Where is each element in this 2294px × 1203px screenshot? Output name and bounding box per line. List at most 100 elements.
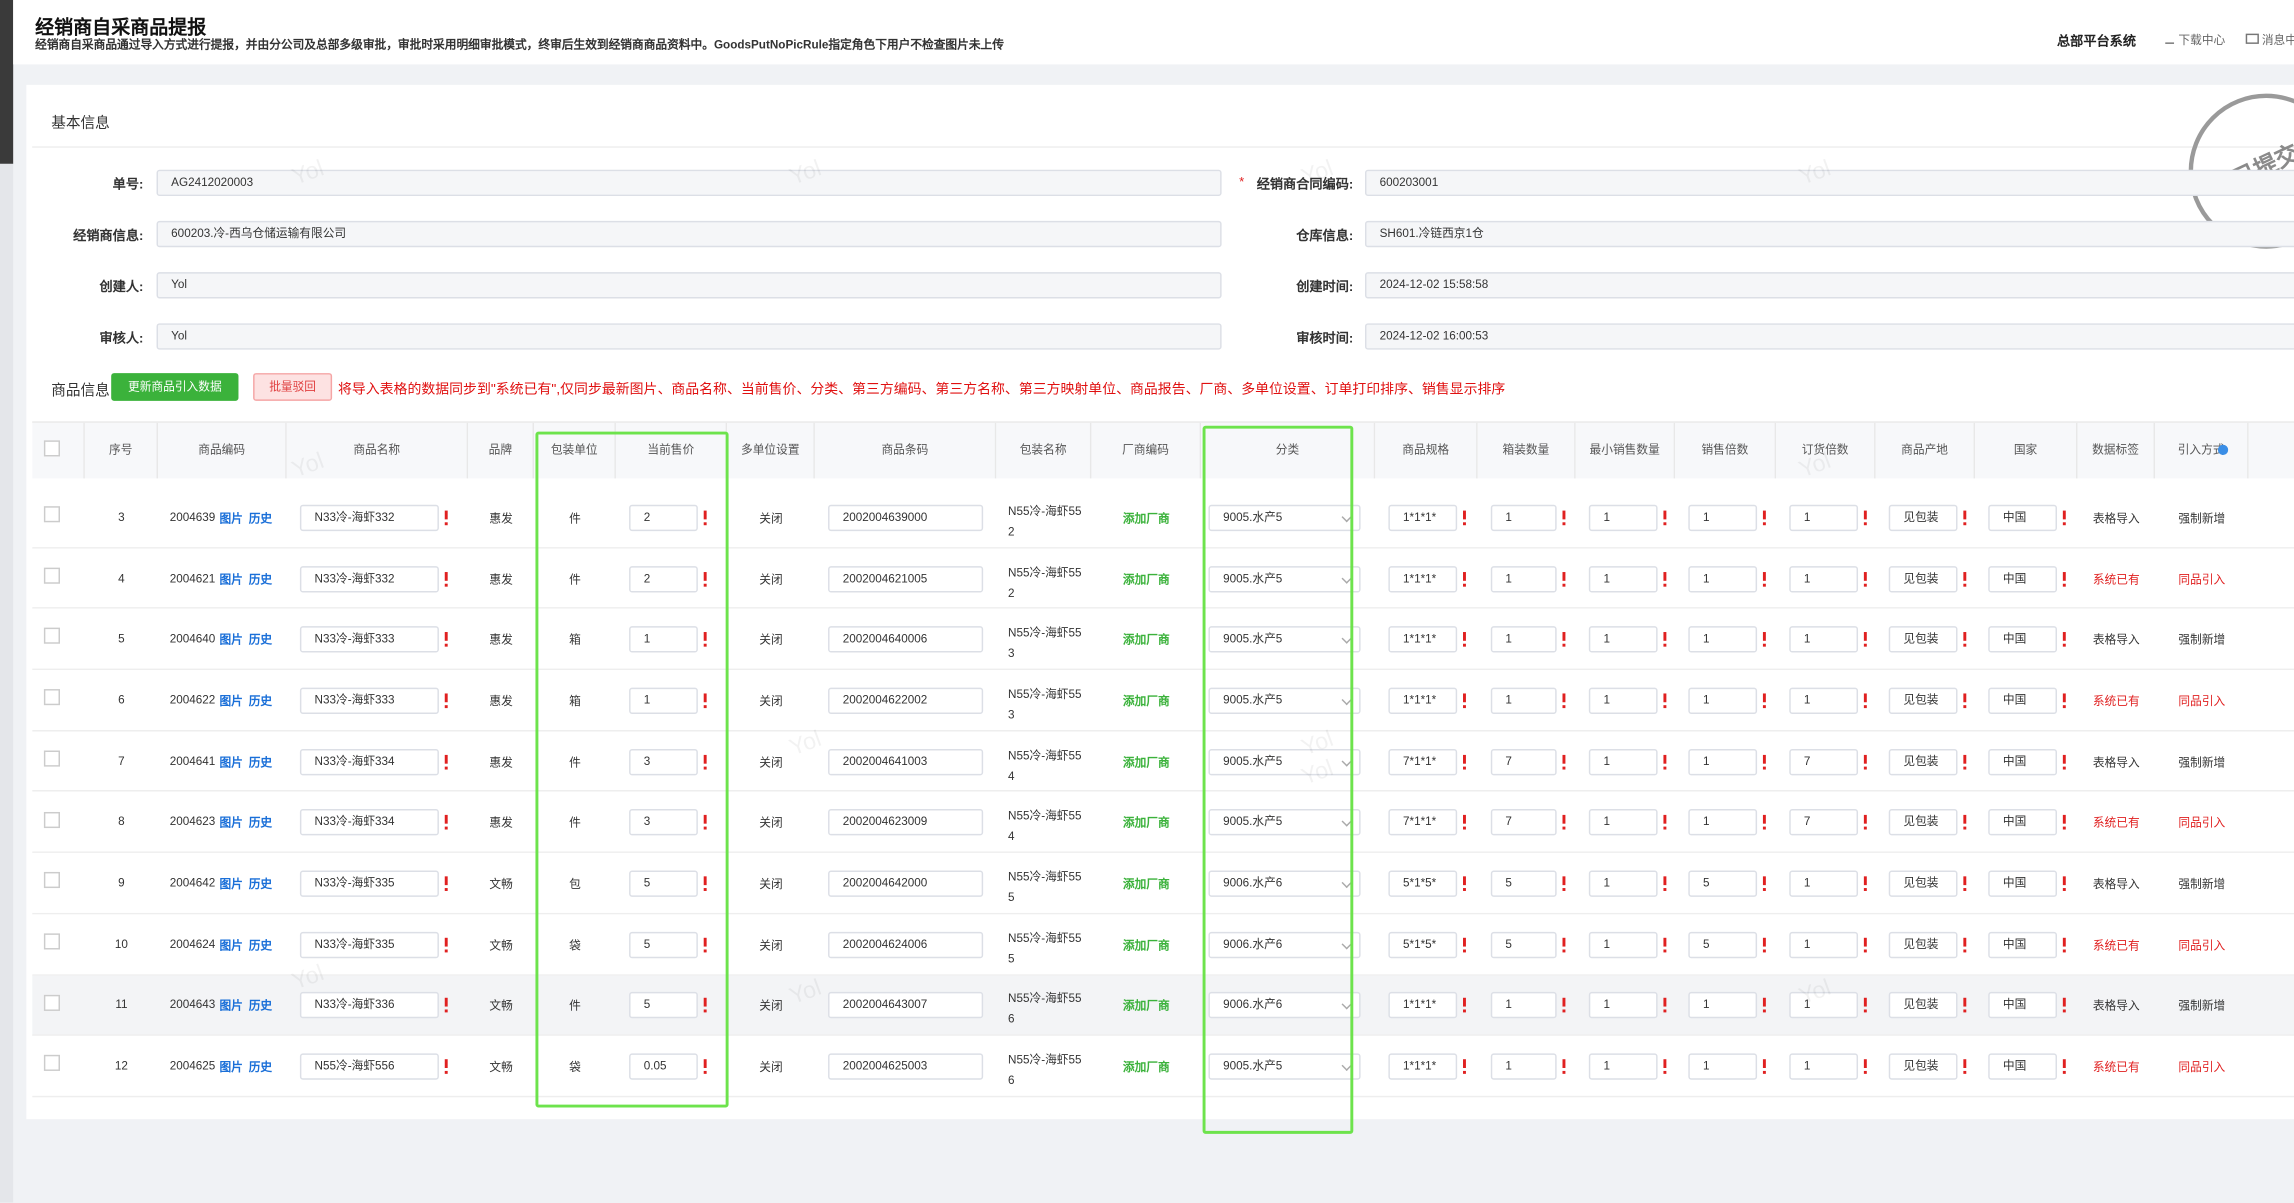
cell-input[interactable]: 1 [1588,1053,1658,1080]
cell-input[interactable]: N33冷-海虾334 [299,748,439,775]
cell-input[interactable]: 1 [1789,565,1859,592]
cell-input[interactable]: 1 [1490,687,1557,714]
cell-input[interactable]: 见包装 [1888,809,1958,836]
download-center[interactable]: 下载中心 [2178,33,2226,47]
cell-input[interactable]: 1*1*1* [1388,565,1458,592]
cell-input[interactable]: 2002004642000 [828,870,984,897]
cell-input[interactable]: 1 [1688,687,1758,714]
cell-input[interactable]: 5*1*5* [1388,870,1458,897]
cell-input[interactable]: 1 [1789,626,1859,653]
image-link[interactable]: 图片 [219,511,243,525]
cell-input[interactable]: 1*1*1* [1388,687,1458,714]
cell-input[interactable]: 1 [1789,687,1859,714]
history-link[interactable]: 历史 [248,816,273,831]
cell-input[interactable]: 见包装 [1888,687,1958,714]
cell-input[interactable]: 中国 [1988,992,2057,1019]
cell-input[interactable]: 2002004640006 [828,626,984,653]
checkbox[interactable] [43,506,60,523]
checkbox[interactable] [43,872,60,889]
cell-input[interactable]: 2 [629,504,698,531]
cell-input[interactable]: 5 [629,992,698,1019]
cell-input[interactable]: 见包装 [1888,992,1958,1019]
cell-input[interactable]: 1 [1789,992,1859,1019]
cell-input[interactable]: 3 [629,809,698,836]
cell-input[interactable]: 见包装 [1888,626,1958,653]
cell-input[interactable]: 1 [1588,809,1658,836]
cell-input[interactable]: 1 [1789,504,1859,531]
cell-input[interactable]: 2002004621005 [828,565,984,592]
messages[interactable]: 消息中 [2261,33,2294,47]
image-link[interactable]: 图片 [219,938,243,953]
cell-input[interactable]: 中国 [1988,626,2057,653]
cell-input[interactable]: N55冷-海虾556 [299,1053,439,1080]
cell-input[interactable]: 1*1*1* [1388,992,1458,1019]
cell-input[interactable]: 1 [1588,870,1658,897]
cell-input[interactable]: 1 [1789,870,1859,897]
cell-input[interactable]: 1 [1688,748,1758,775]
add-vendor-link[interactable]: 添加厂商 [1122,511,1170,525]
cell-input[interactable]: 7 [1490,809,1557,836]
cell-input[interactable]: 1 [1789,931,1859,958]
cell-input[interactable]: 2002004639000 [828,504,984,531]
cell-input[interactable]: 1 [1490,565,1557,592]
image-link[interactable]: 图片 [219,816,243,831]
image-link[interactable]: 图片 [219,877,243,892]
cell-input[interactable]: 7 [1490,748,1557,775]
history-link[interactable]: 历史 [248,511,273,525]
cell-select[interactable]: 9005.水产5 [1208,1053,1361,1080]
cell-input[interactable]: 1 [1588,992,1658,1019]
cell-input[interactable]: 见包装 [1888,504,1958,531]
add-vendor-link[interactable]: 添加厂商 [1122,938,1170,953]
cell-input[interactable]: 中国 [1988,1053,2057,1080]
cell-input[interactable]: 见包装 [1888,565,1958,592]
add-vendor-link[interactable]: 添加厂商 [1122,877,1170,892]
cell-input[interactable]: 1 [629,687,698,714]
cell-input[interactable]: 7*1*1* [1388,809,1458,836]
cell-input[interactable]: N33冷-海虾334 [299,809,439,836]
system-name[interactable]: 总部平台系统 [2056,33,2137,49]
cell-input[interactable]: 中国 [1988,931,2057,958]
checkbox[interactable] [43,933,60,950]
cell-input[interactable]: N33冷-海虾335 [299,931,439,958]
cell-input[interactable]: 1*1*1* [1388,1053,1458,1080]
cell-input[interactable]: N33冷-海虾333 [299,687,439,714]
cell-input[interactable]: 1*1*1* [1388,626,1458,653]
cell-input[interactable]: 2002004623009 [828,809,984,836]
cell-input[interactable]: 2 [629,565,698,592]
image-link[interactable]: 图片 [219,572,243,587]
cell-input[interactable]: 中国 [1988,687,2057,714]
history-link[interactable]: 历史 [248,877,273,892]
checkbox[interactable] [43,628,60,645]
cell-select[interactable]: 9005.水产5 [1208,626,1361,653]
cell-input[interactable]: 见包装 [1888,1053,1958,1080]
cell-input[interactable]: 5*1*5* [1388,931,1458,958]
cell-input[interactable]: 3 [629,748,698,775]
cell-input[interactable]: 见包装 [1888,870,1958,897]
cell-select[interactable]: 9005.水产5 [1208,748,1361,775]
cell-input[interactable]: 1 [1490,992,1557,1019]
cell-input[interactable]: N33冷-海虾333 [299,626,439,653]
cell-input[interactable]: 1*1*1* [1388,504,1458,531]
cell-input[interactable]: 1 [1588,931,1658,958]
cell-input[interactable]: 1 [1688,565,1758,592]
cell-input[interactable]: 中国 [1988,870,2057,897]
history-link[interactable]: 历史 [248,572,273,587]
cell-input[interactable]: 1 [1490,504,1557,531]
cell-input[interactable]: 7*1*1* [1388,748,1458,775]
cell-input[interactable]: 中国 [1988,504,2057,531]
checkbox[interactable] [43,689,60,706]
cell-input[interactable]: 见包装 [1888,748,1958,775]
cell-input[interactable]: 2002004643007 [828,992,984,1019]
add-vendor-link[interactable]: 添加厂商 [1122,755,1170,770]
cell-input[interactable]: 5 [1688,870,1758,897]
image-link[interactable]: 图片 [219,694,243,709]
history-link[interactable]: 历史 [248,755,273,770]
cell-input[interactable]: 中国 [1988,809,2057,836]
cell-input[interactable]: 0.05 [629,1053,698,1080]
add-vendor-link[interactable]: 添加厂商 [1122,1060,1170,1075]
add-vendor-link[interactable]: 添加厂商 [1122,999,1170,1014]
cell-input[interactable]: 1 [1688,626,1758,653]
cell-input[interactable]: 5 [1688,931,1758,958]
cell-input[interactable]: 1 [1588,748,1658,775]
cell-input[interactable]: 5 [629,870,698,897]
